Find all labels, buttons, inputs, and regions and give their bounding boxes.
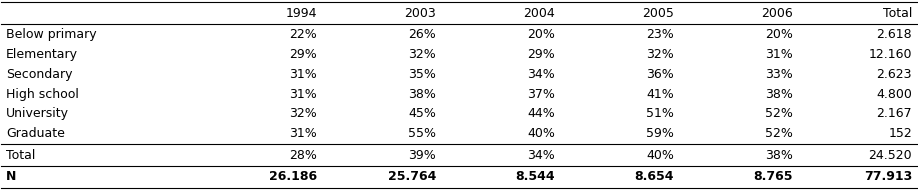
Text: 37%: 37% [527,88,555,101]
Text: 31%: 31% [289,88,317,101]
Text: 34%: 34% [527,68,555,81]
Text: 29%: 29% [527,48,555,61]
Text: 38%: 38% [766,149,793,162]
Text: 35%: 35% [409,68,436,81]
Text: N: N [6,170,17,183]
Text: 44%: 44% [527,107,555,120]
Text: Below primary: Below primary [6,28,96,41]
Text: 39%: 39% [409,149,436,162]
Text: 59%: 59% [646,127,674,140]
Text: University: University [6,107,69,120]
Text: 20%: 20% [766,28,793,41]
Text: 34%: 34% [527,149,555,162]
Text: 31%: 31% [289,127,317,140]
Text: Total: Total [6,149,35,162]
Text: 20%: 20% [527,28,555,41]
Text: 52%: 52% [766,107,793,120]
Text: 12.160: 12.160 [868,48,912,61]
Text: Elementary: Elementary [6,48,78,61]
Text: Secondary: Secondary [6,68,73,81]
Text: 77.913: 77.913 [864,170,912,183]
Text: High school: High school [6,88,79,101]
Text: 23%: 23% [646,28,674,41]
Text: 32%: 32% [289,107,317,120]
Text: 52%: 52% [766,127,793,140]
Text: 2005: 2005 [643,7,674,20]
Text: 24.520: 24.520 [868,149,912,162]
Text: Total: Total [883,7,912,20]
Text: 45%: 45% [409,107,436,120]
Text: 22%: 22% [289,28,317,41]
Text: 41%: 41% [646,88,674,101]
Text: 32%: 32% [646,48,674,61]
Text: 26%: 26% [409,28,436,41]
Text: 28%: 28% [289,149,317,162]
Text: 2006: 2006 [761,7,793,20]
Text: 55%: 55% [409,127,436,140]
Text: 31%: 31% [766,48,793,61]
Text: 8.654: 8.654 [634,170,674,183]
Text: 31%: 31% [289,68,317,81]
Text: 25.764: 25.764 [387,170,436,183]
Text: 32%: 32% [409,48,436,61]
Text: 33%: 33% [766,68,793,81]
Text: 40%: 40% [646,149,674,162]
Text: 2.618: 2.618 [877,28,912,41]
Text: 2003: 2003 [404,7,436,20]
Text: 26.186: 26.186 [269,170,317,183]
Text: 29%: 29% [289,48,317,61]
Text: 4.800: 4.800 [876,88,912,101]
Text: Graduate: Graduate [6,127,65,140]
Text: 38%: 38% [766,88,793,101]
Text: 1994: 1994 [285,7,317,20]
Text: 36%: 36% [646,68,674,81]
Text: 38%: 38% [409,88,436,101]
Text: 152: 152 [889,127,912,140]
Text: 2.623: 2.623 [877,68,912,81]
Text: 8.765: 8.765 [754,170,793,183]
Text: 2004: 2004 [523,7,555,20]
Text: 40%: 40% [527,127,555,140]
Text: 2.167: 2.167 [877,107,912,120]
Text: 51%: 51% [646,107,674,120]
Text: 8.544: 8.544 [516,170,555,183]
